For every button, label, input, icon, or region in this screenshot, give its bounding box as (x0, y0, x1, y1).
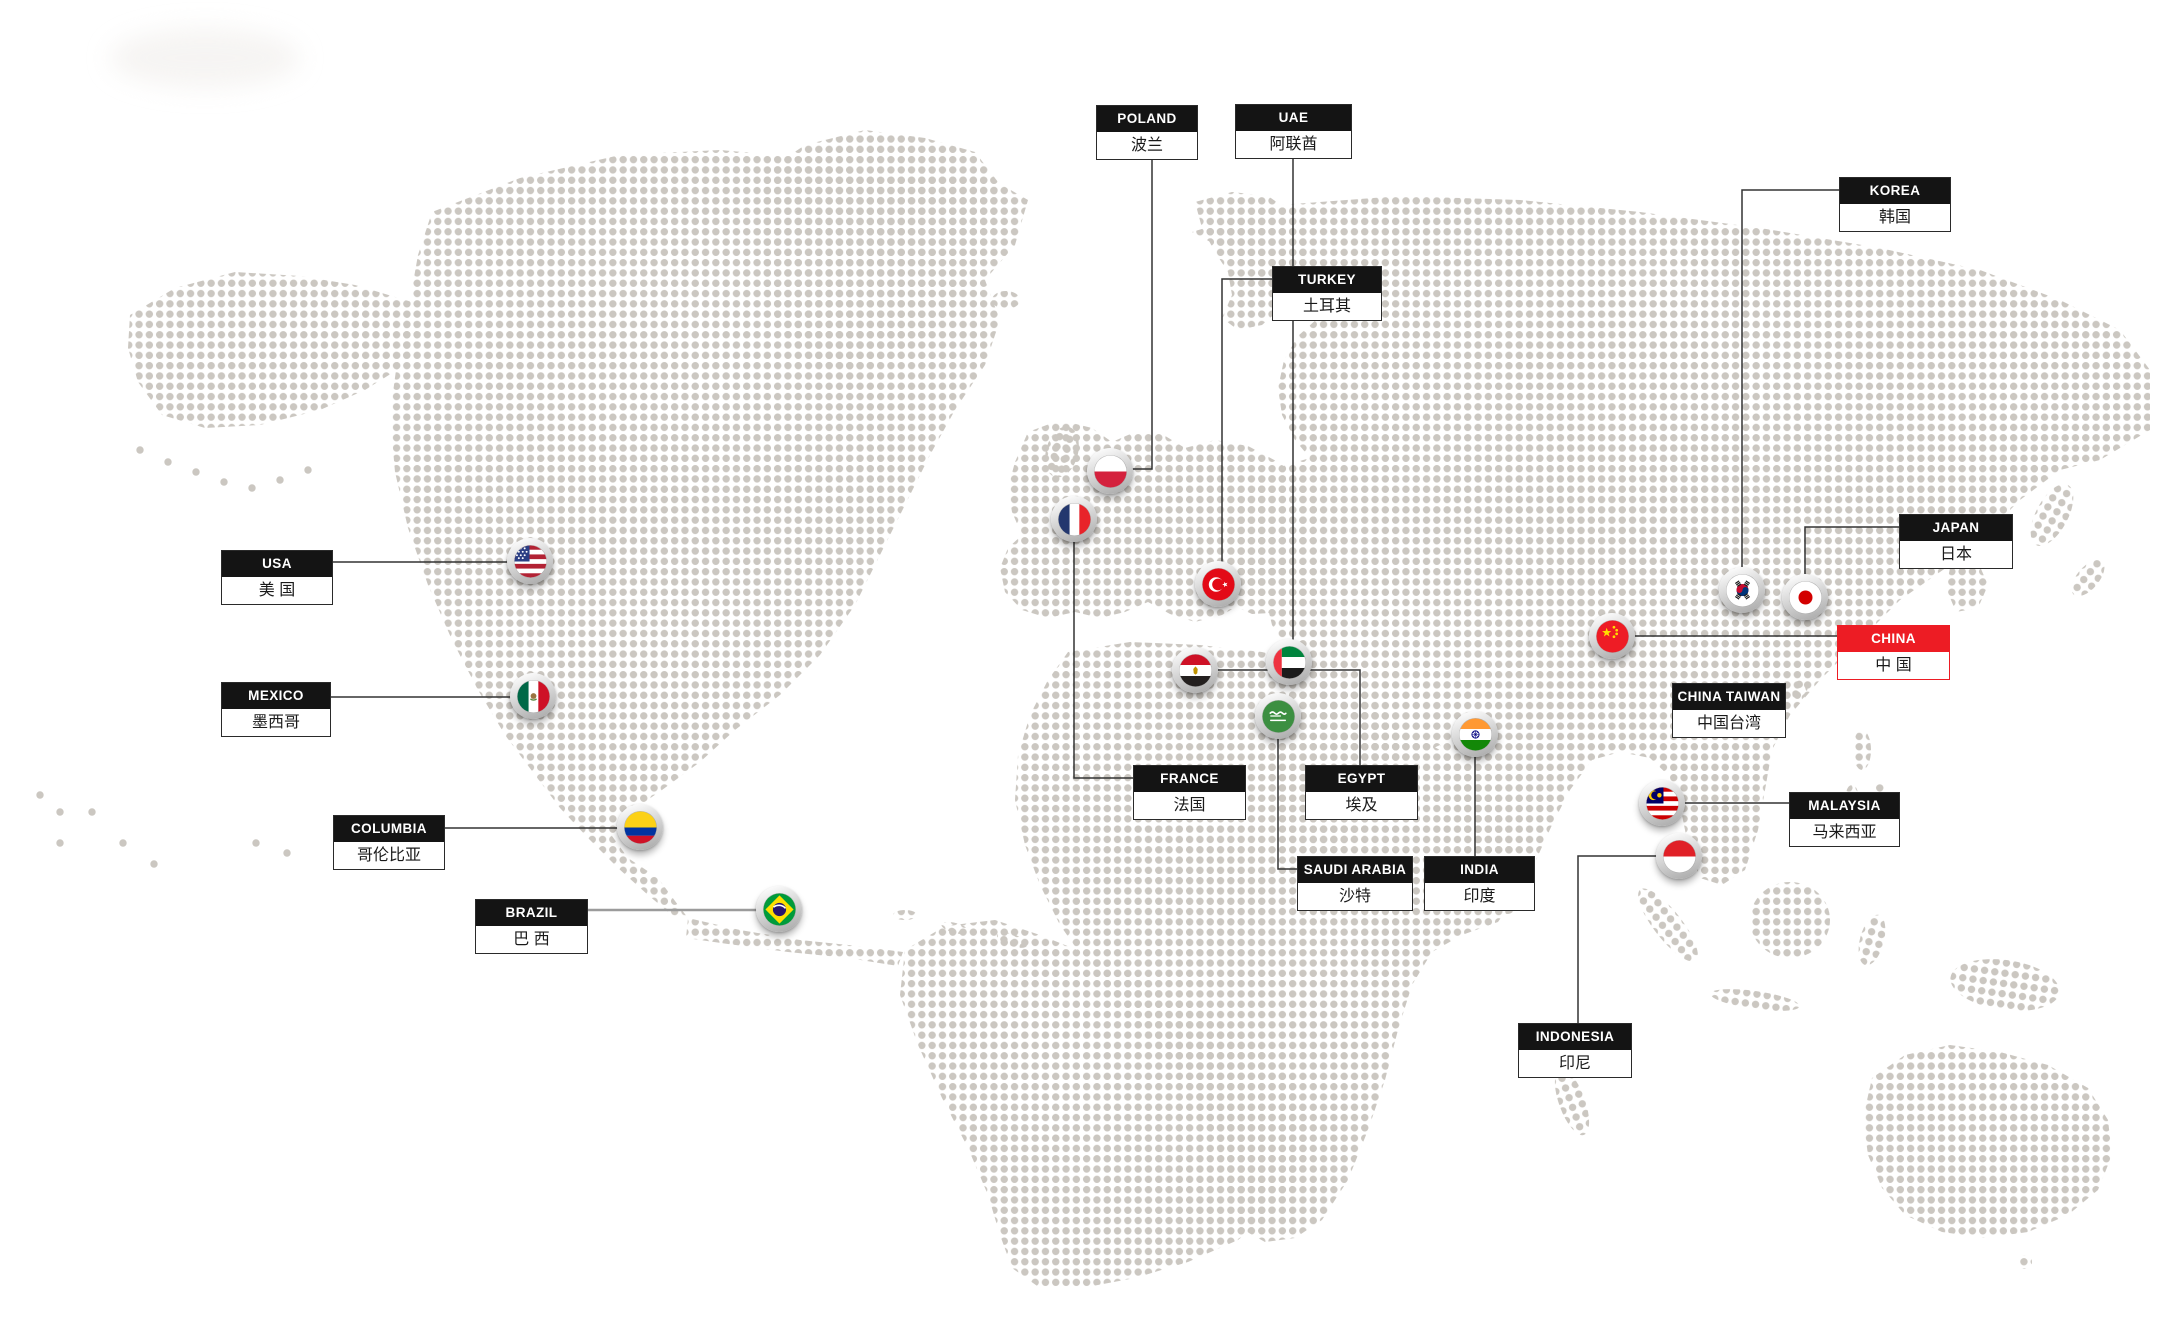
label-malaysia[interactable]: MALAYSIA 马来西亚 (1789, 792, 1900, 847)
marker-india[interactable] (1452, 711, 1498, 757)
label-saudi_arabia-zh: 沙特 (1338, 888, 1371, 905)
label-china[interactable]: CHINA 中 国 (1837, 625, 1950, 680)
label-malaysia-zh: 马来西亚 (1812, 824, 1877, 841)
flag-india-icon (1458, 717, 1492, 751)
label-korea-en: KOREA (1840, 178, 1950, 204)
label-china_taiwan-zh: 中国台湾 (1696, 715, 1761, 732)
label-columbia[interactable]: COLUMBIA 哥伦比亚 (333, 815, 445, 870)
flag-korea-icon (1725, 573, 1759, 607)
label-japan-zh: 日本 (1939, 546, 1972, 563)
marker-turkey[interactable] (1195, 561, 1241, 607)
label-turkey-zh: 土耳其 (1302, 298, 1351, 315)
flag-brazil-icon (762, 892, 796, 926)
marker-brazil[interactable] (756, 886, 802, 932)
label-usa[interactable]: USA 美 国 (221, 550, 333, 605)
label-japan-en: JAPAN (1900, 515, 2012, 541)
flag-indonesia-icon (1662, 839, 1696, 873)
label-france-zh: 法国 (1173, 797, 1206, 814)
marker-korea[interactable] (1719, 567, 1765, 613)
label-uae-en: UAE (1236, 105, 1351, 131)
label-egypt-zh: 埃及 (1345, 797, 1378, 814)
marker-columbia[interactable] (617, 804, 663, 850)
marker-france[interactable] (1051, 496, 1097, 542)
marker-egypt[interactable] (1172, 647, 1218, 693)
label-japan[interactable]: JAPAN 日本 (1899, 514, 2013, 569)
marker-china[interactable] (1589, 613, 1635, 659)
label-brazil[interactable]: BRAZIL 巴 西 (475, 899, 588, 954)
label-turkey-en: TURKEY (1273, 267, 1381, 293)
flag-saudi-icon (1261, 699, 1295, 733)
label-malaysia-en: MALAYSIA (1790, 793, 1899, 819)
marker-uae[interactable] (1266, 639, 1312, 685)
flag-uae-icon (1272, 645, 1306, 679)
label-france-en: FRANCE (1134, 766, 1245, 792)
marker-saudi_arabia[interactable] (1255, 693, 1301, 739)
label-turkey[interactable]: TURKEY 土耳其 (1272, 266, 1382, 321)
label-saudi_arabia-en: SAUDI ARABIA (1298, 857, 1412, 883)
marker-mexico[interactable] (510, 673, 556, 719)
label-usa-zh: 美 国 (258, 582, 296, 599)
label-mexico[interactable]: MEXICO 墨西哥 (221, 682, 331, 737)
marker-poland[interactable] (1087, 448, 1133, 494)
label-columbia-zh: 哥伦比亚 (356, 847, 421, 864)
stray-dots (36, 446, 312, 868)
flag-egypt-icon (1178, 653, 1212, 687)
label-brazil-zh: 巴 西 (513, 931, 550, 948)
label-uae-zh: 阿联酋 (1269, 136, 1318, 153)
label-brazil-en: BRAZIL (476, 900, 587, 926)
marker-indonesia[interactable] (1656, 833, 1702, 879)
label-china-zh: 中 国 (1875, 657, 1912, 674)
flag-usa-icon (513, 544, 547, 578)
label-poland-en: POLAND (1097, 106, 1197, 132)
label-usa-en: USA (222, 551, 332, 577)
flag-poland-icon (1093, 454, 1127, 488)
label-france[interactable]: FRANCE 法国 (1133, 765, 1246, 820)
flag-japan-icon (1788, 580, 1822, 614)
label-saudi_arabia[interactable]: SAUDI ARABIA 沙特 (1297, 856, 1413, 911)
label-india-zh: 印度 (1463, 888, 1496, 905)
flag-mexico-icon (516, 679, 550, 713)
faint-smudge (110, 28, 300, 88)
label-poland[interactable]: POLAND 波兰 (1096, 105, 1198, 160)
marker-japan[interactable] (1782, 574, 1828, 620)
label-india[interactable]: INDIA 印度 (1424, 856, 1535, 911)
label-india-en: INDIA (1425, 857, 1534, 883)
label-china_taiwan-en: CHINA TAIWAN (1673, 684, 1785, 710)
label-indonesia[interactable]: INDONESIA 印尼 (1518, 1023, 1632, 1078)
label-columbia-en: COLUMBIA (334, 816, 444, 842)
label-china-en: CHINA (1838, 626, 1949, 652)
flag-malaysia-icon (1645, 786, 1679, 820)
label-korea[interactable]: KOREA 韩国 (1839, 177, 1951, 232)
label-china_taiwan[interactable]: CHINA TAIWAN 中国台湾 (1672, 683, 1786, 738)
label-mexico-zh: 墨西哥 (251, 714, 300, 731)
flag-turkey-icon (1201, 567, 1235, 601)
marker-malaysia[interactable] (1639, 780, 1685, 826)
label-egypt-en: EGYPT (1306, 766, 1417, 792)
label-indonesia-zh: 印尼 (1558, 1055, 1591, 1072)
label-egypt[interactable]: EGYPT 埃及 (1305, 765, 1418, 820)
flag-france-icon (1057, 502, 1091, 536)
label-korea-zh: 韩国 (1878, 209, 1911, 226)
flag-china-icon (1595, 619, 1629, 653)
label-uae[interactable]: UAE 阿联酋 (1235, 104, 1352, 159)
label-mexico-en: MEXICO (222, 683, 330, 709)
label-indonesia-en: INDONESIA (1519, 1024, 1631, 1050)
label-poland-zh: 波兰 (1130, 137, 1163, 154)
marker-usa[interactable] (507, 538, 553, 584)
flag-columbia-icon (623, 810, 657, 844)
